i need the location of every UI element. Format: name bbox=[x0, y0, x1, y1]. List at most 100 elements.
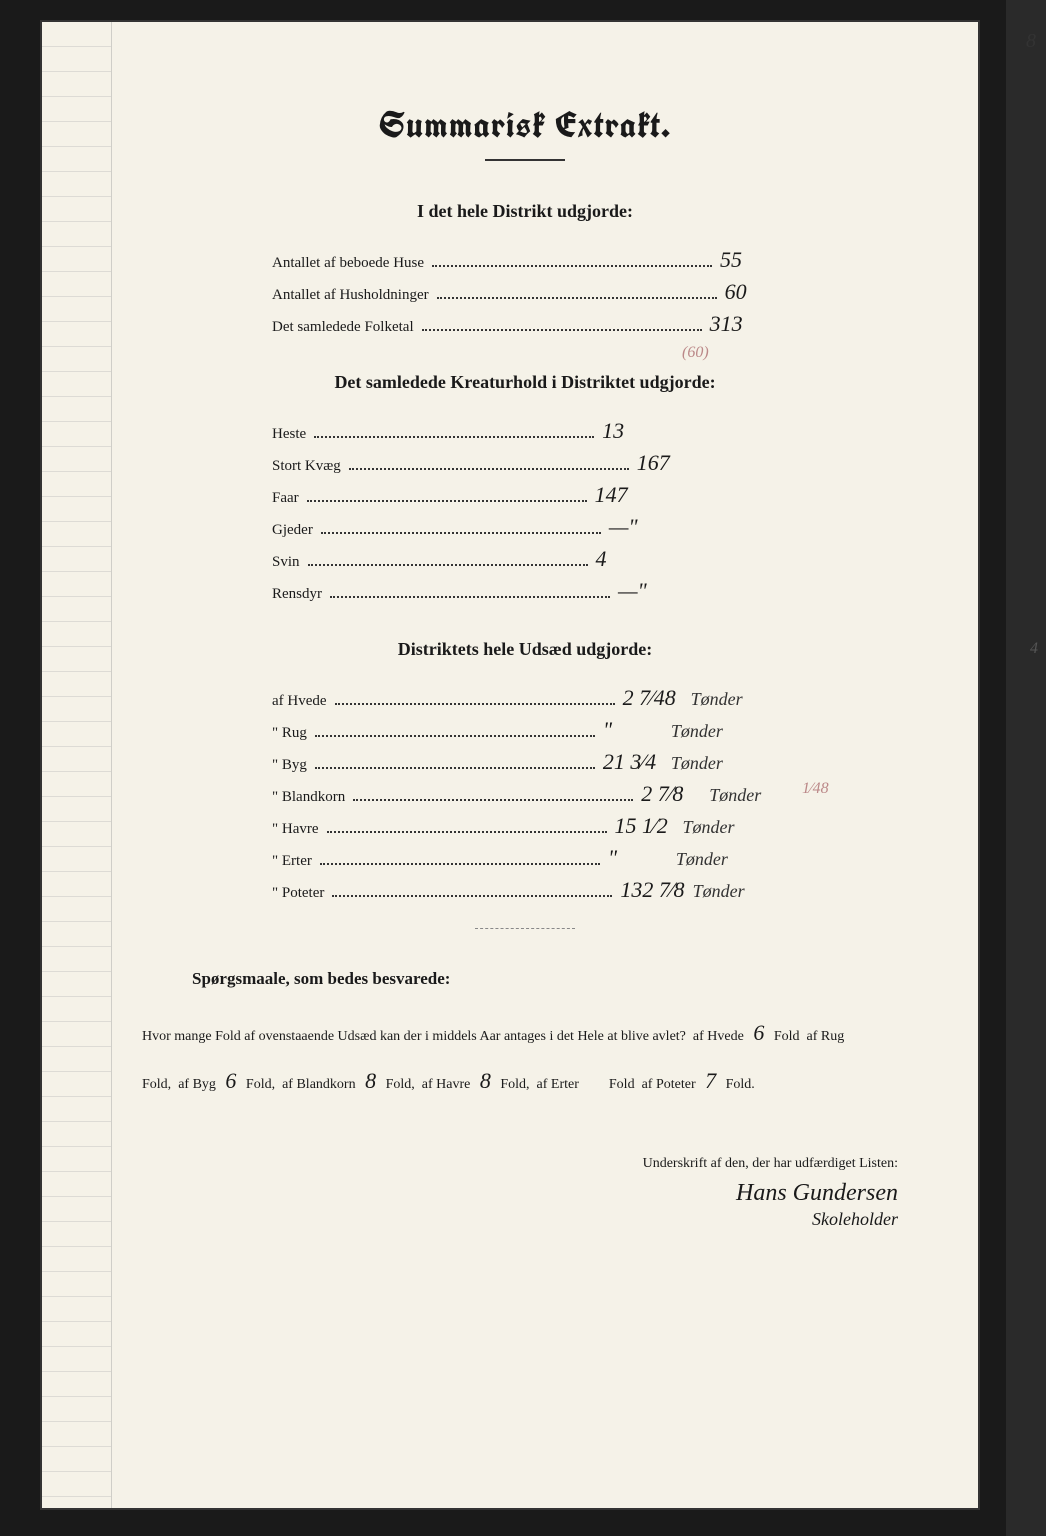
data-row: " Byg21 3⁄4Tønder bbox=[132, 749, 918, 775]
leader-dots bbox=[315, 735, 595, 737]
row-unit: Tønder bbox=[683, 817, 735, 838]
row-label: af Hvede bbox=[272, 693, 327, 710]
data-row: Heste13 bbox=[132, 418, 918, 444]
fold-value: 6 bbox=[747, 1020, 770, 1045]
section2-heading: Det samledede Kreaturhold i Distriktet u… bbox=[132, 372, 918, 393]
divider bbox=[475, 928, 575, 929]
data-row: " Havre 15 1⁄2 Tønder bbox=[132, 813, 918, 839]
ruled-left-margin bbox=[42, 22, 112, 1508]
data-row: Stort Kvæg 167 bbox=[132, 450, 918, 476]
data-row: Det samledede Folketal 313 bbox=[132, 311, 918, 337]
signature-name: Hans Gundersen bbox=[132, 1180, 898, 1207]
data-row: " Poteter 132 7⁄8 Tønder bbox=[132, 877, 918, 903]
row-unit: Tønder bbox=[691, 689, 743, 710]
fold-value: 8 bbox=[474, 1068, 497, 1093]
row-unit: Tønder bbox=[693, 881, 745, 902]
row-value: 15 1⁄2 bbox=[615, 813, 675, 839]
row-label: Antallet af beboede Huse bbox=[272, 255, 424, 272]
data-row: " Erter " Tønder bbox=[132, 845, 918, 871]
questions-heading: Spørgsmaale, som bedes besvarede: bbox=[192, 969, 918, 989]
leader-dots bbox=[307, 500, 587, 502]
row-label: Svin bbox=[272, 554, 300, 571]
fold-value: 7 bbox=[699, 1068, 722, 1093]
section2-rows: Heste13 Stort Kvæg 167 Faar 147 Gjeder —" Svin 4… bbox=[132, 418, 918, 604]
row-unit: Tønder bbox=[676, 849, 728, 870]
row-label: " Poteter bbox=[272, 885, 324, 902]
section3-heading: Distriktets hele Udsæd udgjorde: bbox=[132, 639, 918, 660]
leader-dots bbox=[432, 265, 712, 267]
signature-label: Underskrift af den, der har udfærdiget L… bbox=[132, 1156, 898, 1172]
row-label: Heste bbox=[272, 426, 306, 443]
row-value: 132 7⁄8 bbox=[620, 877, 684, 903]
row-value: 147 bbox=[595, 482, 655, 508]
leader-dots bbox=[314, 436, 594, 438]
leader-dots bbox=[353, 799, 633, 801]
row-value: " bbox=[608, 845, 668, 871]
signature-title: Skoleholder bbox=[132, 1209, 898, 1230]
section1-rows: Antallet af beboede Huse 55 Antallet af Hu… bbox=[132, 247, 918, 337]
row-unit: Tønder bbox=[671, 721, 723, 742]
row-value: 55 bbox=[720, 247, 780, 273]
question-item: af Byg 6 Fold, bbox=[171, 1077, 275, 1092]
question-item: af Blandkorn 8 Fold, bbox=[275, 1077, 415, 1092]
page-mark-top: 8 bbox=[1026, 30, 1036, 53]
row-value: —" bbox=[618, 578, 678, 604]
leader-dots bbox=[308, 564, 588, 566]
row-label: " Blandkorn bbox=[272, 789, 345, 806]
row-value: 60 bbox=[725, 279, 785, 305]
questions-lead: Hvor mange Fold af ovenstaaende Udsæd ka… bbox=[142, 1029, 686, 1044]
row-value: 167 bbox=[637, 450, 697, 476]
data-row: " Rug"Tønder bbox=[132, 717, 918, 743]
question-item: af Poteter 7 Fold. bbox=[635, 1077, 755, 1092]
annotation-60: (60) bbox=[682, 344, 709, 362]
row-value: 4 bbox=[596, 546, 656, 572]
leader-dots bbox=[320, 863, 600, 865]
row-unit: Tønder bbox=[709, 785, 761, 806]
title-underline bbox=[485, 159, 565, 161]
row-label: " Havre bbox=[272, 821, 319, 838]
question-item: af Hvede 6 Fold bbox=[689, 1029, 799, 1044]
leader-dots bbox=[321, 532, 601, 534]
row-label: " Rug bbox=[272, 725, 307, 742]
row-label: Antallet af Husholdninger bbox=[272, 287, 429, 304]
section3-rows: af Hvede2 7⁄48Tønder" Rug"Tønder" Byg21 … bbox=[132, 685, 918, 903]
data-row: Gjeder —" bbox=[132, 514, 918, 540]
leader-dots bbox=[335, 703, 615, 705]
data-row: " Blandkorn 2 7⁄8 Tønder bbox=[132, 781, 918, 807]
row-label: Stort Kvæg bbox=[272, 458, 341, 475]
book-gutter bbox=[1006, 0, 1046, 1536]
leader-dots bbox=[327, 831, 607, 833]
row-value: 2 7⁄48 bbox=[623, 685, 683, 711]
annotation-148: 1⁄48 bbox=[802, 780, 829, 798]
leader-dots bbox=[437, 297, 717, 299]
row-value: 2 7⁄8 bbox=[641, 781, 701, 807]
data-row: Antallet af beboede Huse 55 bbox=[132, 247, 918, 273]
fold-value: 6 bbox=[219, 1068, 242, 1093]
row-label: " Erter bbox=[272, 853, 312, 870]
signature-block: Underskrift af den, der har udfærdiget L… bbox=[132, 1156, 918, 1230]
leader-dots bbox=[422, 329, 702, 331]
row-label: Rensdyr bbox=[272, 586, 322, 603]
leader-dots bbox=[332, 895, 612, 897]
fold-value bbox=[582, 1068, 605, 1093]
fold-value bbox=[848, 1020, 871, 1045]
page-mark-mid: 4 bbox=[1030, 640, 1038, 658]
row-label: Gjeder bbox=[272, 522, 313, 539]
row-label: " Byg bbox=[272, 757, 307, 774]
leader-dots bbox=[330, 596, 610, 598]
row-unit: Tønder bbox=[671, 753, 723, 774]
row-value: 313 bbox=[710, 311, 770, 337]
row-value: —" bbox=[609, 514, 669, 540]
row-label: Det samledede Folketal bbox=[272, 319, 414, 336]
questions-body: Hvor mange Fold af ovenstaaende Udsæd ka… bbox=[132, 1009, 918, 1106]
page-title: Summarisk Extrakt. bbox=[132, 102, 918, 149]
question-item: af Erter Fold bbox=[530, 1077, 635, 1092]
question-item: af Havre 8 Fold, bbox=[415, 1077, 530, 1092]
row-label: Faar bbox=[272, 490, 299, 507]
data-row: Rensdyr —" bbox=[132, 578, 918, 604]
document-page: Summarisk Extrakt. I det hele Distrikt u… bbox=[40, 20, 980, 1510]
data-row: Antallet af Husholdninger 60 bbox=[132, 279, 918, 305]
data-row: af Hvede 2 7⁄48 Tønder bbox=[132, 685, 918, 711]
data-row: Svin 4 bbox=[132, 546, 918, 572]
data-row: Faar 147 bbox=[132, 482, 918, 508]
